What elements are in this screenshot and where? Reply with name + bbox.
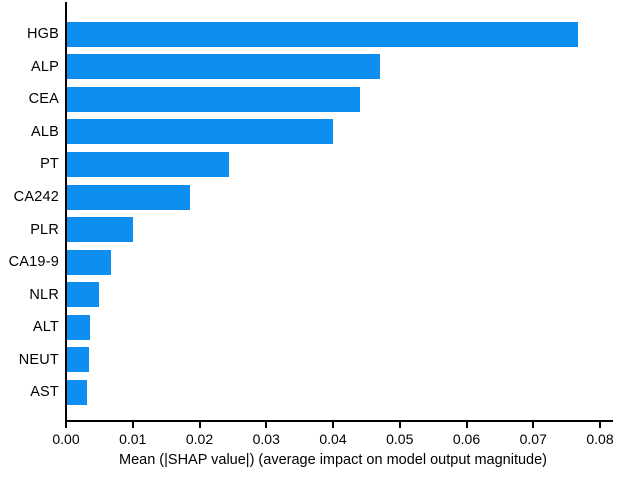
x-tick-label: 0.08	[586, 431, 614, 447]
bar	[66, 379, 88, 405]
bar-row-ast: AST	[0, 376, 618, 409]
bar-row-alb: ALB	[0, 116, 618, 149]
x-tick-label: 0.06	[452, 431, 481, 447]
y-axis-line	[65, 2, 67, 421]
bar	[66, 86, 360, 112]
category-label: PLR	[30, 221, 59, 238]
bar-row-ca19-9: CA19-9	[0, 246, 618, 279]
x-tick	[599, 422, 601, 428]
bar	[66, 314, 90, 340]
bar-row-alp: ALP	[0, 51, 618, 84]
x-tick	[198, 422, 201, 428]
x-tick	[532, 422, 535, 428]
x-axis-line	[65, 420, 613, 422]
bar	[66, 217, 134, 243]
category-label: ALB	[30, 123, 59, 140]
category-label: ALP	[30, 58, 59, 75]
category-label: NEUT	[18, 351, 59, 368]
bar-rows: HGB ALP CEA ALB PT CA242 PLR CA19-9 NLR ALT NEUT AS…	[0, 18, 618, 409]
category-label: CA19-9	[8, 254, 59, 271]
bar-row-pt: PT	[0, 148, 618, 181]
x-tick-label: 0.03	[252, 431, 280, 447]
x-tick	[265, 422, 268, 428]
bar	[66, 151, 229, 177]
x-axis-title: Mean (|SHAP value|) (average impact on m…	[119, 452, 547, 468]
bar-row-plr: PLR	[0, 213, 618, 246]
x-tick-label: 0.07	[519, 431, 547, 447]
bar	[66, 347, 89, 373]
category-label: NLR	[29, 286, 59, 303]
x-tick-label: 0.05	[386, 431, 414, 447]
category-label: ALT	[32, 319, 59, 336]
category-label: PT	[40, 156, 59, 173]
bar	[66, 21, 578, 47]
bar-row-neut: NEUT	[0, 343, 618, 376]
bar	[66, 119, 333, 145]
bar-row-ca242: CA242	[0, 181, 618, 214]
x-tick	[465, 422, 468, 428]
bar	[66, 282, 100, 308]
bar	[66, 249, 111, 275]
x-tick	[332, 422, 334, 428]
bar-row-alt: ALT	[0, 311, 618, 344]
bar-row-cea: CEA	[0, 83, 618, 116]
category-label: HGB	[26, 26, 59, 43]
category-label: CEA	[28, 91, 59, 108]
bar	[66, 184, 191, 210]
x-tick-label: 0.04	[319, 431, 347, 447]
x-tick	[131, 422, 134, 428]
bar-row-nlr: NLR	[0, 278, 618, 311]
bar-row-hgb: HGB	[0, 18, 618, 51]
x-tick	[65, 422, 67, 428]
x-tick-label: 0.01	[119, 431, 147, 447]
x-tick-label: 0.00	[52, 431, 80, 447]
x-tick	[398, 422, 401, 428]
bar	[66, 54, 381, 80]
x-tick-label: 0.02	[185, 431, 214, 447]
category-label: CA242	[13, 189, 59, 205]
category-label: AST	[30, 384, 59, 401]
